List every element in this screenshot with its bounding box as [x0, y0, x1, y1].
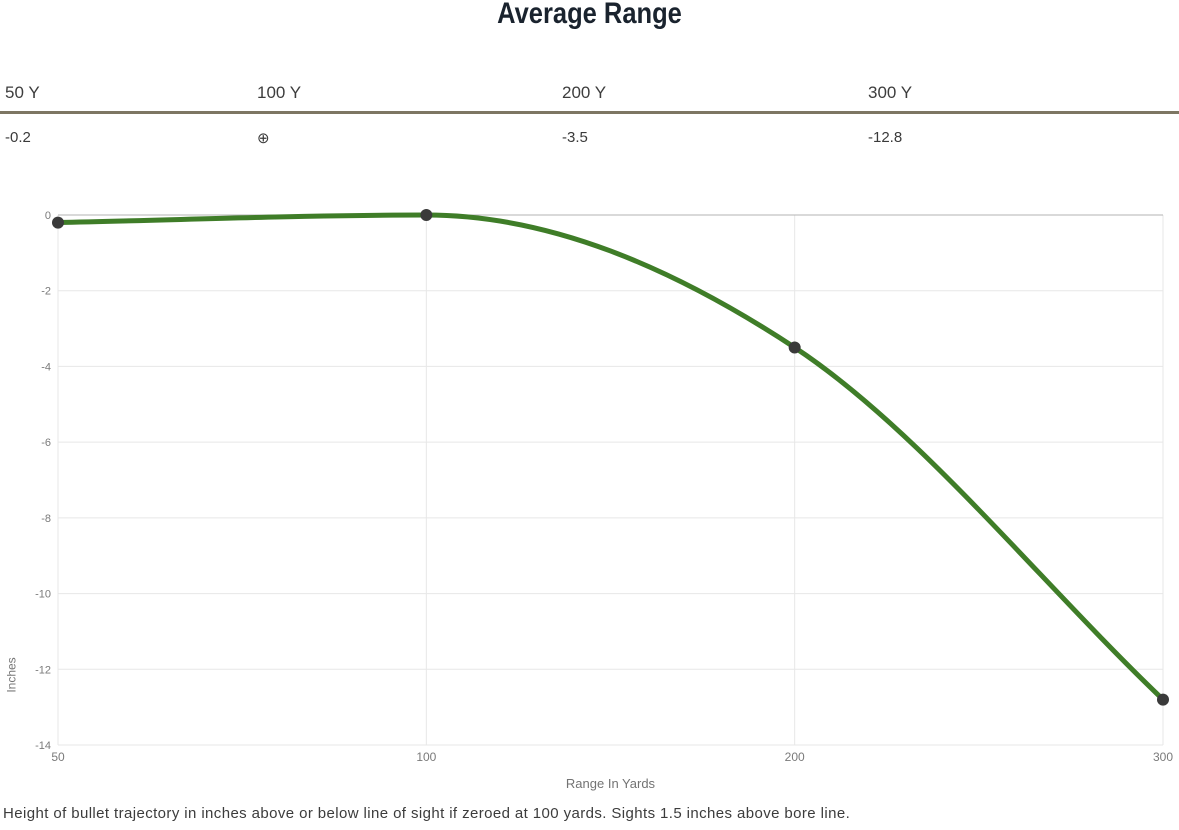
range-summary-value-row: -0.2 ⊕ -3.5 -12.8: [0, 129, 1179, 147]
y-tick-label: 0: [45, 210, 51, 222]
summary-header-300y: 300 Y: [868, 83, 913, 102]
x-tick-label: 200: [785, 750, 805, 764]
summary-header-50y: 50 Y: [5, 83, 40, 102]
y-tick-label: -6: [41, 437, 51, 449]
x-tick-label: 100: [416, 750, 436, 764]
trajectory-chart: 0 -2 -4 -6 -8 -10 -12 -14 50 100 200 300 Inches: [0, 195, 1179, 805]
chart-footnote: Height of bullet trajectory in inches ab…: [3, 805, 851, 822]
y-tick-label: -8: [41, 513, 51, 525]
data-point[interactable]: [420, 209, 433, 221]
x-axis-label: Range In Yards: [565, 776, 656, 791]
summary-header-200y: 200 Y: [562, 83, 607, 102]
y-tick-label: -10: [35, 589, 51, 601]
y-axis-label: Inches: [4, 657, 19, 693]
y-tick-label: -4: [41, 361, 51, 373]
range-summary-header-row: 50 Y 100 Y 200 Y 300 Y: [0, 83, 1179, 103]
y-tick-label: -14: [35, 740, 51, 752]
page-title: Average Range: [497, 0, 682, 30]
data-point[interactable]: [1157, 693, 1169, 706]
data-point[interactable]: [788, 341, 801, 354]
summary-value-50y: -0.2: [5, 129, 31, 146]
y-tick-label: -12: [35, 664, 51, 676]
summary-divider-rule: [0, 111, 1179, 114]
summary-value-100y-zero-icon: ⊕: [257, 130, 270, 147]
x-tick-label: 50: [51, 750, 65, 764]
summary-value-300y: -12.8: [868, 129, 903, 146]
y-tick-label: -2: [41, 286, 51, 298]
summary-value-200y: -3.5: [562, 129, 588, 146]
data-point[interactable]: [52, 216, 64, 229]
x-tick-label: 300: [1153, 750, 1173, 764]
summary-header-100y: 100 Y: [257, 83, 302, 102]
trajectory-line: [55, 212, 1166, 703]
